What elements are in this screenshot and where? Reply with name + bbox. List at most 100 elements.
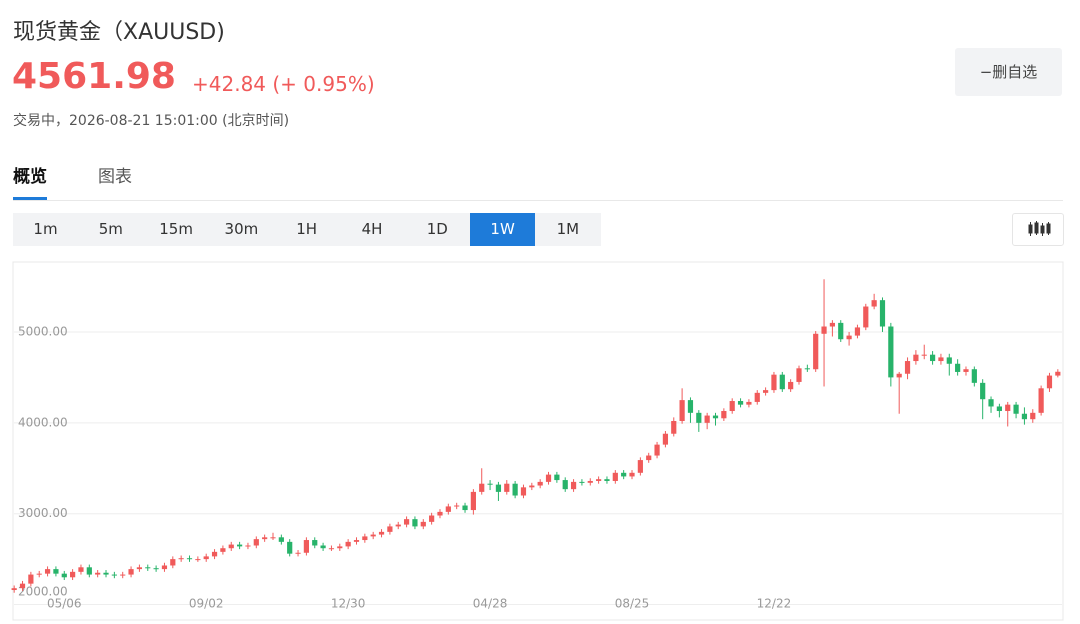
candle-body [153, 568, 159, 570]
candle-body [437, 511, 443, 516]
candle-body [420, 521, 426, 527]
x-tick-label: 09/02 [189, 597, 224, 611]
tab[interactable]: 概览 [13, 162, 47, 200]
watch-button[interactable]: −删自选 [955, 48, 1062, 96]
status: 交易中，2026-08-21 15:01:00 (北京时间) [13, 113, 290, 129]
x-tick-label: 05/06 [47, 597, 82, 611]
candle-body [111, 574, 117, 576]
candle-body [487, 483, 493, 485]
candle-body [370, 534, 376, 537]
candle-body [262, 537, 268, 540]
candle-body [161, 565, 168, 570]
change: +42.84 (+ 0.95%) [192, 72, 375, 96]
candle-body [454, 505, 460, 507]
candle-body [70, 571, 76, 578]
candle-body [103, 572, 109, 575]
candle-body [136, 567, 143, 570]
candle-body [345, 541, 351, 547]
plot-frame [12, 261, 1064, 621]
candle-body [662, 433, 669, 445]
chart-type-button[interactable] [1012, 213, 1064, 246]
candle-body [913, 354, 919, 362]
candle-body [955, 363, 961, 372]
candle-body [28, 574, 34, 584]
candle-body [362, 536, 368, 541]
interval-button[interactable]: 1W [470, 213, 536, 246]
candle-body [704, 415, 710, 423]
candle-body [220, 548, 226, 552]
candle-body [387, 526, 393, 532]
candle-body [504, 483, 510, 492]
candle-body [445, 506, 451, 512]
candle-body [479, 483, 485, 492]
candle-body [128, 569, 134, 575]
candle-body [19, 583, 26, 589]
candle-body [754, 392, 760, 402]
candle-body [245, 545, 251, 547]
candle-body [629, 472, 635, 477]
candle-body [871, 300, 877, 307]
candle-body [654, 444, 660, 456]
candle-body [53, 569, 59, 574]
candle-body [186, 558, 193, 560]
candle-body [570, 481, 577, 490]
candle-body [671, 421, 677, 434]
candle-body [637, 460, 643, 473]
candle-body [520, 487, 527, 496]
candle-body [963, 369, 969, 372]
candle-body [337, 546, 343, 549]
candle-body [44, 569, 51, 574]
candle-body [729, 401, 735, 412]
candle-body [320, 545, 326, 549]
candle-body [988, 399, 994, 407]
interval-button[interactable]: 1m [33, 220, 58, 238]
candle-body [712, 415, 719, 419]
tab[interactable]: 图表 [98, 167, 132, 187]
candle-body [1021, 413, 1028, 420]
candle-body [429, 515, 435, 522]
interval-button[interactable]: 1D [426, 220, 448, 238]
candle-body [412, 519, 418, 527]
interval-button[interactable]: 5m [98, 220, 123, 238]
candle-body [545, 474, 552, 482]
x-tick-label: 04/28 [473, 597, 508, 611]
candle-body [771, 374, 777, 391]
candle-body [879, 300, 886, 327]
candle-body [178, 558, 184, 560]
interval-button[interactable]: 1M [556, 220, 580, 238]
candle-body [604, 479, 610, 481]
candle-body [938, 357, 944, 362]
candle-body [846, 335, 852, 340]
candle-body [562, 480, 568, 490]
candle-body [36, 573, 42, 575]
candle-body [203, 556, 209, 560]
candle-body [896, 373, 902, 378]
candle-body [746, 401, 752, 405]
candle-body [796, 368, 802, 382]
interval-button[interactable]: 4H [361, 220, 383, 238]
candle-body [587, 480, 593, 483]
candle-body [403, 519, 410, 525]
interval-bar: 1m 5m 15m 30m 1H 4H 1D 1W 1M [13, 213, 601, 246]
candle-body [696, 412, 702, 423]
candle-body [395, 524, 401, 527]
candle-body [86, 567, 92, 575]
candle-body [904, 361, 911, 374]
candle-body [621, 472, 627, 477]
candle-body [170, 559, 176, 566]
interval-button[interactable]: 30m [224, 220, 259, 238]
candle-body [813, 333, 819, 370]
candle-body [763, 390, 769, 393]
interval-button[interactable]: 15m [159, 220, 193, 238]
candle-body [929, 354, 936, 362]
candle-body [287, 541, 293, 554]
candle-body [646, 455, 652, 461]
candle-body [980, 382, 986, 400]
candle-body [829, 322, 835, 327]
interval-button[interactable]: 1H [296, 220, 318, 238]
candle-body [721, 411, 727, 419]
candle-body [554, 474, 560, 481]
candle-body [687, 400, 694, 413]
